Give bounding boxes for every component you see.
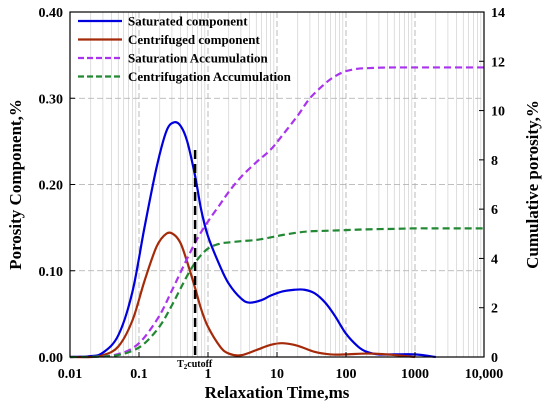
y-tick-label: 0.20 xyxy=(39,179,64,194)
series-layer xyxy=(69,66,484,359)
tick-marks xyxy=(69,11,485,358)
series-line-3 xyxy=(69,66,484,359)
y-tick-label: 0.00 xyxy=(39,351,64,366)
series-line-1 xyxy=(69,121,436,359)
x-tick-label: 1 xyxy=(205,367,212,382)
x-tick-label: 1000 xyxy=(401,367,429,382)
series-line-4 xyxy=(69,227,484,359)
legend-label-4: Centrifugation Accumulation xyxy=(128,69,292,84)
x-tick-label: 0.1 xyxy=(130,367,148,382)
x-tick-label: 10,000 xyxy=(465,367,504,382)
y2-tick-label: 0 xyxy=(491,351,498,366)
series-line-2 xyxy=(69,231,416,359)
y2-tick-label: 12 xyxy=(491,55,505,70)
legend-label-1: Saturated component xyxy=(128,14,248,29)
y2-tick-label: 2 xyxy=(491,302,498,317)
x-tick-label: 0.01 xyxy=(58,367,83,382)
y-tick-label: 0.30 xyxy=(39,92,64,107)
x-tick-label: 10 xyxy=(270,367,284,382)
y2-tick-label: 14 xyxy=(491,6,505,21)
grid xyxy=(70,12,484,357)
x-axis-title: Relaxation Time,ms xyxy=(205,383,350,402)
legend-label-3: Saturation Accumulation xyxy=(128,51,269,66)
legend-label-2: Centrifuged component xyxy=(128,32,260,47)
y-axis-title: Porosity Component,% xyxy=(6,99,25,270)
y2-tick-label: 8 xyxy=(491,154,498,169)
y-tick-label: 0.40 xyxy=(39,6,64,21)
y-tick-label: 0.10 xyxy=(39,265,64,280)
y2-tick-label: 6 xyxy=(491,203,498,218)
y2-tick-label: 4 xyxy=(491,252,498,267)
t2-cutoff: T2cutoff xyxy=(177,150,213,371)
x-tick-label: 100 xyxy=(336,367,357,382)
y2-tick-label: 10 xyxy=(491,105,505,120)
y2-axis-title: Cumulative porosity,% xyxy=(523,100,542,269)
tick-labels: 0.01 0.1 1 10 100 1000 10,0000.000.100.200.300… xyxy=(39,6,506,382)
legend: Saturated component Centrifuged component… xyxy=(78,14,292,84)
t2-cutoff-label: T2cutoff xyxy=(177,359,213,371)
